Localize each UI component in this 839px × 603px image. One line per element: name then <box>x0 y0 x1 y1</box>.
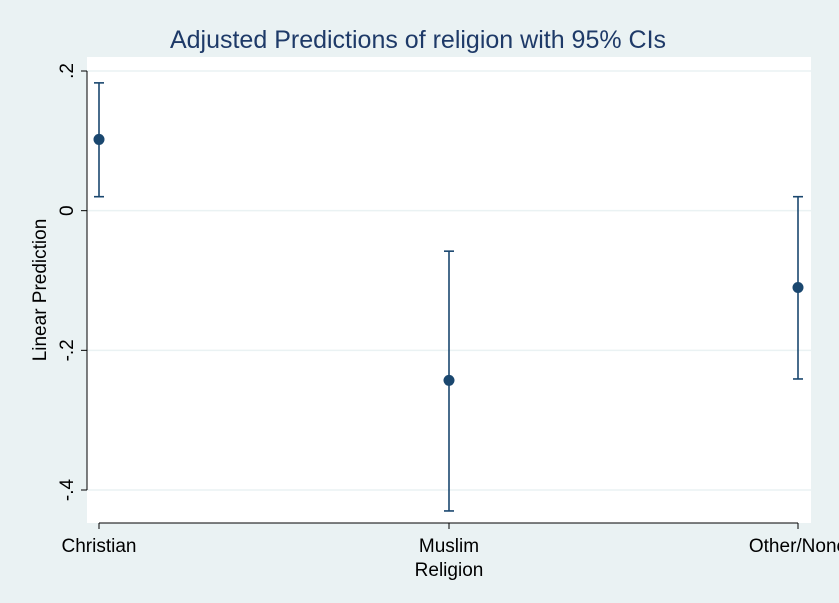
x-axis-label: Religion <box>415 560 484 581</box>
y-axis-label: Linear Prediction <box>30 219 51 362</box>
x-tick-label: Muslim <box>419 536 479 557</box>
data-point <box>792 281 804 293</box>
data-point <box>443 374 455 386</box>
y-tick-label: -.2 <box>57 339 78 361</box>
y-tick-label: 0 <box>57 205 78 216</box>
y-tick-label: .2 <box>57 63 78 79</box>
axes: .2 0 -.2 -.4 Christian Muslim Other/None <box>57 63 839 557</box>
x-tick-label: Christian <box>62 536 137 557</box>
data-point <box>93 133 105 145</box>
x-tick-label: Other/None <box>749 536 839 557</box>
data-series <box>93 82 804 512</box>
chart-title: Adjusted Predictions of religion with 95… <box>170 26 666 54</box>
y-tick-label: -.4 <box>57 478 78 501</box>
